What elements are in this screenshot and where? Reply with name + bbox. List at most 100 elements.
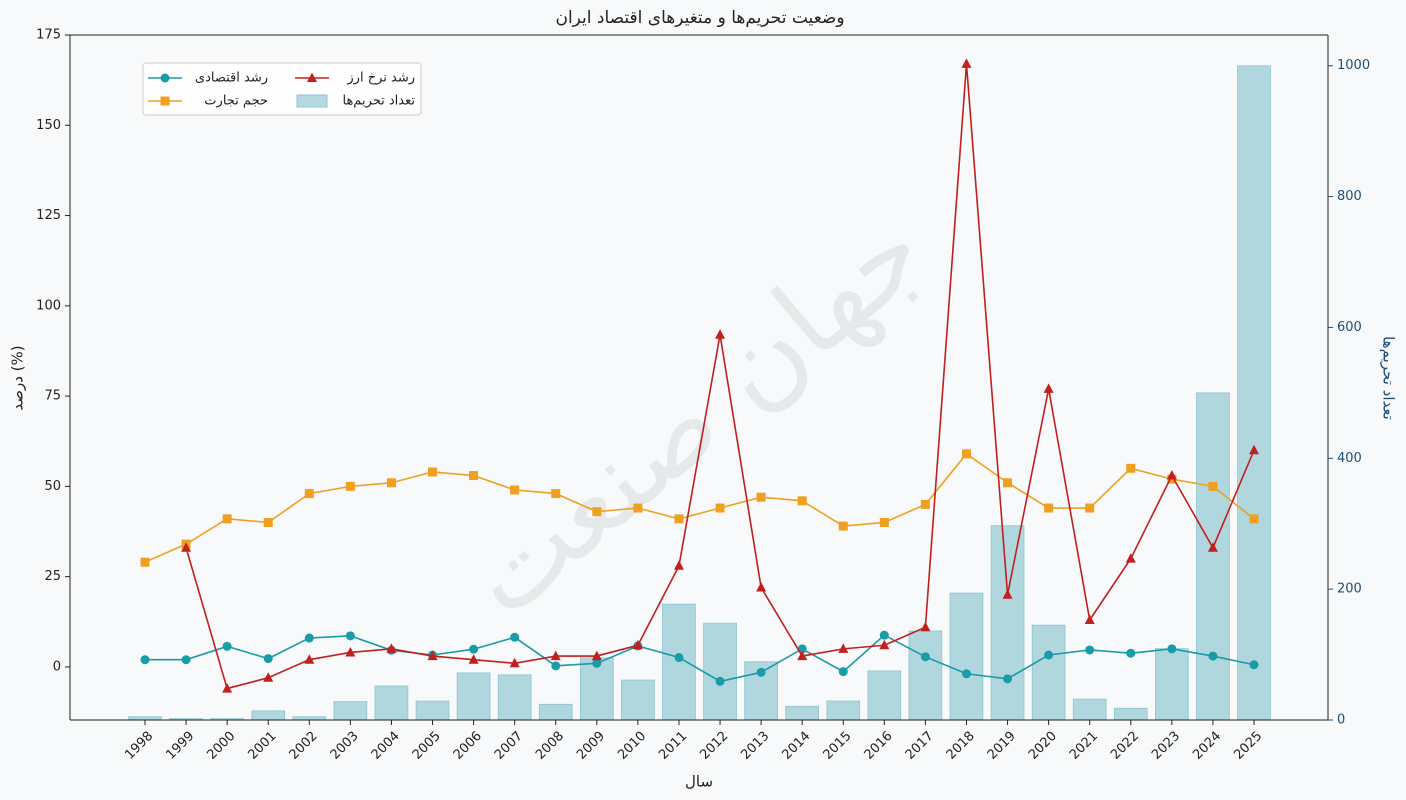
marker [1085,503,1095,513]
marker [263,517,273,527]
marker [1126,463,1136,473]
marker [1249,514,1259,524]
marker [633,503,643,513]
marker [181,542,192,552]
marker [715,503,725,513]
bar [908,630,943,721]
marker [345,631,355,641]
marker [160,73,170,83]
bar [1031,624,1066,721]
marker [222,514,232,524]
bar [785,705,820,721]
bar [538,703,573,721]
marker [1002,589,1013,599]
bar [456,672,491,721]
marker [510,485,520,495]
y-tick-label: 25 [44,569,61,584]
legend-label: رشد نرخ ارز [346,71,415,86]
marker [1126,648,1136,658]
marker [1043,383,1054,393]
marker [386,643,397,653]
marker [1207,542,1218,552]
marker [879,517,889,527]
bar [949,592,984,721]
line [145,634,1255,683]
marker [1208,481,1218,491]
legend-label: رشد اقتصادی [195,71,268,86]
marker [386,478,396,488]
legend-label: تعداد تحریم‌ها [342,94,415,109]
marker [591,650,602,661]
y2-tick-label: 0 [1337,713,1345,728]
marker [674,514,684,524]
marker [838,521,848,531]
y2-tick-label: 1000 [1337,58,1370,73]
marker [838,643,849,653]
marker [632,639,643,650]
marker [838,667,848,677]
marker [715,676,725,686]
marker [1249,660,1259,670]
y2-tick-label: 400 [1337,451,1362,466]
marker [592,507,602,517]
marker [222,641,232,651]
y2-tick-label: 600 [1337,320,1362,335]
y2-tick-label: 800 [1337,189,1362,204]
marker [509,657,520,668]
marker [263,672,274,682]
marker [961,449,971,459]
marker [304,633,314,643]
marker [756,581,767,592]
marker [1084,614,1095,624]
marker [428,467,438,477]
marker [469,471,479,481]
legend-label: حجم تجارت [204,94,268,109]
marker [551,661,561,671]
marker [920,499,930,509]
y2-axis-label: تعداد تحریم‌ها [1380,336,1398,420]
marker [263,654,273,664]
marker [1003,478,1013,488]
x-axis-label: سال [685,773,713,791]
bar [867,670,902,721]
marker [879,630,889,640]
bar [1072,698,1107,721]
bar [251,710,286,721]
y-tick-label: 0 [53,659,61,674]
y-tick-label: 175 [36,28,61,43]
marker [673,560,684,570]
bar [374,685,409,721]
y-tick-label: 100 [36,298,61,313]
marker [427,650,438,661]
marker [961,58,972,68]
bar [1155,648,1189,721]
bar [415,700,450,721]
marker [1167,644,1177,654]
marker [160,96,170,106]
marker [307,72,317,82]
marker [222,683,233,693]
marker [345,646,356,657]
marker [920,652,930,662]
marker [674,653,684,663]
legend-box [142,62,422,116]
y-tick-label: 150 [36,118,61,133]
marker [797,650,808,661]
y-tick-label: 125 [36,208,61,223]
marker [140,557,150,567]
marker [1044,650,1054,660]
marker [510,632,520,642]
marker [1003,674,1013,684]
marker [304,654,315,664]
marker [181,655,191,665]
marker [304,489,314,499]
marker [140,655,150,665]
marker [592,658,602,668]
marker [756,667,766,677]
marker [345,481,355,491]
marker [797,496,807,506]
marker [961,669,971,679]
marker [1166,470,1177,480]
bar [990,525,1025,721]
